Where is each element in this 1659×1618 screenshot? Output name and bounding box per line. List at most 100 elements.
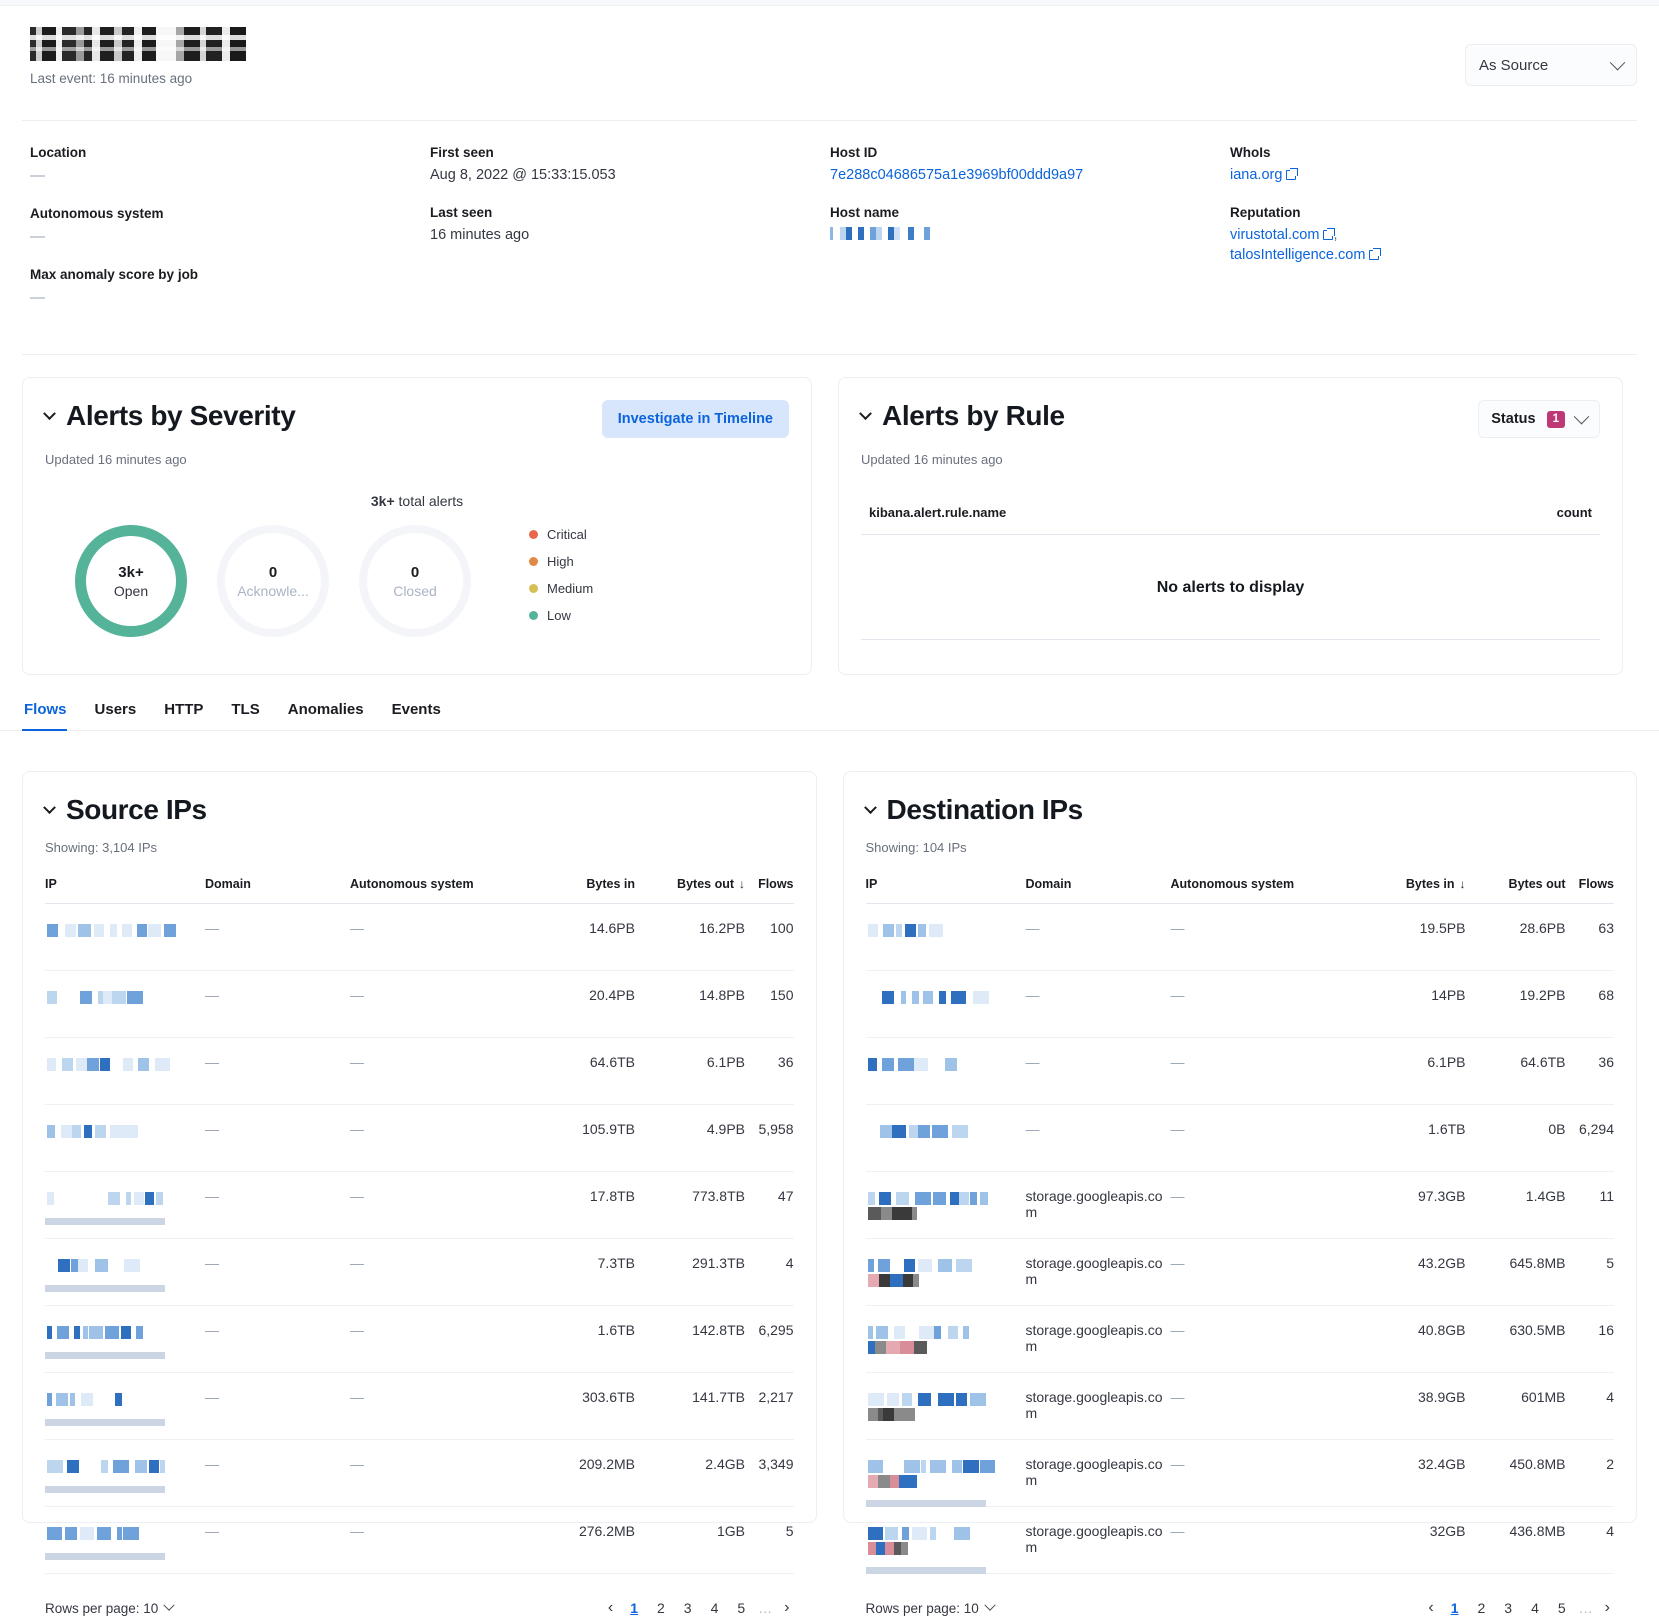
table-row[interactable]: — —14PB 19.2PB 68 xyxy=(865,970,1614,1039)
table-row[interactable]: storage.googleapis.com —43.2GB 645.8MB 5 xyxy=(865,1238,1614,1307)
destination-rows-per-page[interactable]: Rows per page: 10 xyxy=(866,1599,996,1616)
table-row[interactable]: — —17.8TB 773.8TB 47 xyxy=(45,1171,794,1240)
page-ellipsis: … xyxy=(1578,1600,1594,1617)
reputation-link-talos[interactable]: talosIntelligence.com xyxy=(1230,247,1366,264)
cell-ip[interactable] xyxy=(45,970,205,1039)
table-row[interactable]: — —105.9TB 4.9PB 5,958 xyxy=(45,1104,794,1173)
cell-ip[interactable] xyxy=(865,1305,1026,1374)
cell-ip[interactable] xyxy=(865,1037,1026,1106)
col-bytes-out[interactable]: Bytes out ↓ xyxy=(635,877,745,905)
table-row[interactable]: — —303.6TB 141.7TB 2,217 xyxy=(45,1372,794,1441)
cell-ip[interactable] xyxy=(865,1171,1026,1240)
status-filter-dropdown[interactable]: Status 1 xyxy=(1478,400,1600,439)
source-ips-header[interactable]: Source IPs xyxy=(43,794,794,826)
table-row[interactable]: storage.googleapis.com —40.8GB 630.5MB 16 xyxy=(865,1305,1614,1374)
tab-anomalies[interactable]: Anomalies xyxy=(287,701,364,719)
cell-ip[interactable] xyxy=(865,1439,1026,1508)
page-2[interactable]: 2 xyxy=(1477,1600,1486,1617)
as-source-dropdown[interactable]: As Source xyxy=(1465,44,1637,86)
page-5[interactable]: 5 xyxy=(737,1600,746,1617)
host-id-link[interactable]: 7e288c04686575a1e3969bf00ddd9a97 xyxy=(830,167,1084,184)
cell-domain: — xyxy=(1025,970,1171,1039)
cell-ip[interactable] xyxy=(45,1238,205,1307)
cell-flows: 4 xyxy=(1565,1506,1614,1575)
table-row[interactable]: — —14.6PB 16.2PB 100 xyxy=(45,903,794,972)
page-1[interactable]: 1 xyxy=(1450,1600,1459,1617)
donut-closed-value: 0 xyxy=(410,564,420,582)
col-domain[interactable]: Domain xyxy=(1025,877,1171,905)
reputation-link-virustotal[interactable]: virustotal.com xyxy=(1230,227,1320,244)
donut-closed[interactable]: 0 Closed xyxy=(359,525,471,638)
col-bytes-in[interactable]: Bytes in xyxy=(540,877,635,905)
donut-acknowledged[interactable]: 0 Acknowle... xyxy=(217,525,329,638)
prev-page-button[interactable]: ‹ xyxy=(607,1599,614,1617)
col-autonomous-system[interactable]: Autonomous system xyxy=(1170,877,1361,905)
col-ip[interactable]: IP xyxy=(45,877,205,905)
table-row[interactable]: — —19.5PB 28.6PB 63 xyxy=(865,903,1614,972)
table-row[interactable]: — —64.6TB 6.1PB 36 xyxy=(45,1037,794,1106)
table-row[interactable]: — —20.4PB 14.8PB 150 xyxy=(45,970,794,1039)
col-autonomous-system[interactable]: Autonomous system xyxy=(350,877,540,905)
table-row[interactable]: storage.googleapis.com —97.3GB 1.4GB 11 xyxy=(865,1171,1614,1240)
cell-ip[interactable] xyxy=(865,1372,1026,1441)
cell-ip[interactable] xyxy=(45,1104,205,1173)
table-row[interactable]: storage.googleapis.com —38.9GB 601MB 4 xyxy=(865,1372,1614,1441)
tab-users[interactable]: Users xyxy=(94,701,137,719)
cell-ip[interactable] xyxy=(45,1171,205,1240)
destination-ips-pagination: Rows per page: 10 ‹ 1 2 3 4 5 … › xyxy=(866,1598,1615,1618)
cell-ip[interactable] xyxy=(45,1305,205,1374)
table-row[interactable]: — —209.2MB 2.4GB 3,349 xyxy=(45,1439,794,1508)
redacted-ip-value xyxy=(45,1456,205,1494)
page-4[interactable]: 4 xyxy=(1531,1600,1539,1617)
cell-ip[interactable] xyxy=(865,903,1026,972)
sort-desc-icon: ↓ xyxy=(1459,877,1466,892)
location-value: — xyxy=(30,167,45,185)
donut-open[interactable]: 3k+ Open xyxy=(75,525,187,638)
page-1[interactable]: 1 xyxy=(630,1600,638,1617)
cell-domain: storage.googleapis.com xyxy=(1025,1372,1171,1441)
table-row[interactable]: storage.googleapis.com —32.4GB 450.8MB 2 xyxy=(865,1439,1614,1508)
col-bytes-out[interactable]: Bytes out xyxy=(1465,877,1566,905)
col-domain[interactable]: Domain xyxy=(205,877,350,905)
tab-flows[interactable]: Flows xyxy=(22,701,81,732)
cell-ip[interactable] xyxy=(865,1104,1026,1173)
source-ips-table: IP Domain Autonomous system Bytes in Byt… xyxy=(45,877,794,1575)
alerts-by-rule-panel: Alerts by Rule Status 1 Updated 16 minut… xyxy=(838,377,1623,676)
cell-ip[interactable] xyxy=(45,1372,205,1441)
page-3[interactable]: 3 xyxy=(1504,1600,1513,1617)
col-flows[interactable]: Flows xyxy=(745,877,794,905)
page-2[interactable]: 2 xyxy=(656,1600,665,1617)
next-page-button[interactable]: › xyxy=(784,1599,790,1617)
table-row[interactable]: — —1.6TB 0B 6,294 xyxy=(865,1104,1614,1173)
destination-ips-header[interactable]: Destination IPs xyxy=(863,794,1615,826)
table-row[interactable]: storage.googleapis.com —32GB 436.8MB 4 xyxy=(865,1506,1614,1575)
alerts-by-rule-header[interactable]: Alerts by Rule xyxy=(859,400,1065,432)
cell-ip[interactable] xyxy=(45,1037,205,1106)
prev-page-button[interactable]: ‹ xyxy=(1428,1599,1434,1617)
cell-ip[interactable] xyxy=(865,1506,1026,1575)
page-3[interactable]: 3 xyxy=(683,1600,692,1617)
tab-http[interactable]: HTTP xyxy=(164,701,204,719)
col-ip[interactable]: IP xyxy=(865,877,1026,905)
table-row[interactable]: — —7.3TB 291.3TB 4 xyxy=(45,1238,794,1307)
table-row[interactable]: — —276.2MB 1GB 5 xyxy=(45,1506,794,1575)
cell-bytes-in: 40.8GB xyxy=(1360,1305,1466,1374)
cell-ip[interactable] xyxy=(45,1506,205,1575)
page-4[interactable]: 4 xyxy=(710,1600,719,1617)
cell-ip[interactable] xyxy=(865,970,1026,1039)
col-bytes-in[interactable]: Bytes in ↓ xyxy=(1360,877,1466,905)
col-flows[interactable]: Flows xyxy=(1565,877,1614,905)
investigate-in-timeline-button[interactable]: Investigate in Timeline xyxy=(601,400,789,439)
table-row[interactable]: — —6.1PB 64.6TB 36 xyxy=(865,1037,1614,1106)
page-5[interactable]: 5 xyxy=(1557,1600,1566,1617)
cell-ip[interactable] xyxy=(45,903,205,972)
source-rows-per-page[interactable]: Rows per page: 10 xyxy=(45,1599,175,1616)
alerts-by-severity-header[interactable]: Alerts by Severity xyxy=(43,400,296,432)
cell-ip[interactable] xyxy=(45,1439,205,1508)
table-row[interactable]: — —1.6TB 142.8TB 6,295 xyxy=(45,1305,794,1374)
next-page-button[interactable]: › xyxy=(1604,1599,1610,1617)
cell-ip[interactable] xyxy=(865,1238,1026,1307)
tab-tls[interactable]: TLS xyxy=(231,701,260,719)
whois-link[interactable]: iana.org xyxy=(1230,167,1283,184)
tab-events[interactable]: Events xyxy=(391,701,441,719)
